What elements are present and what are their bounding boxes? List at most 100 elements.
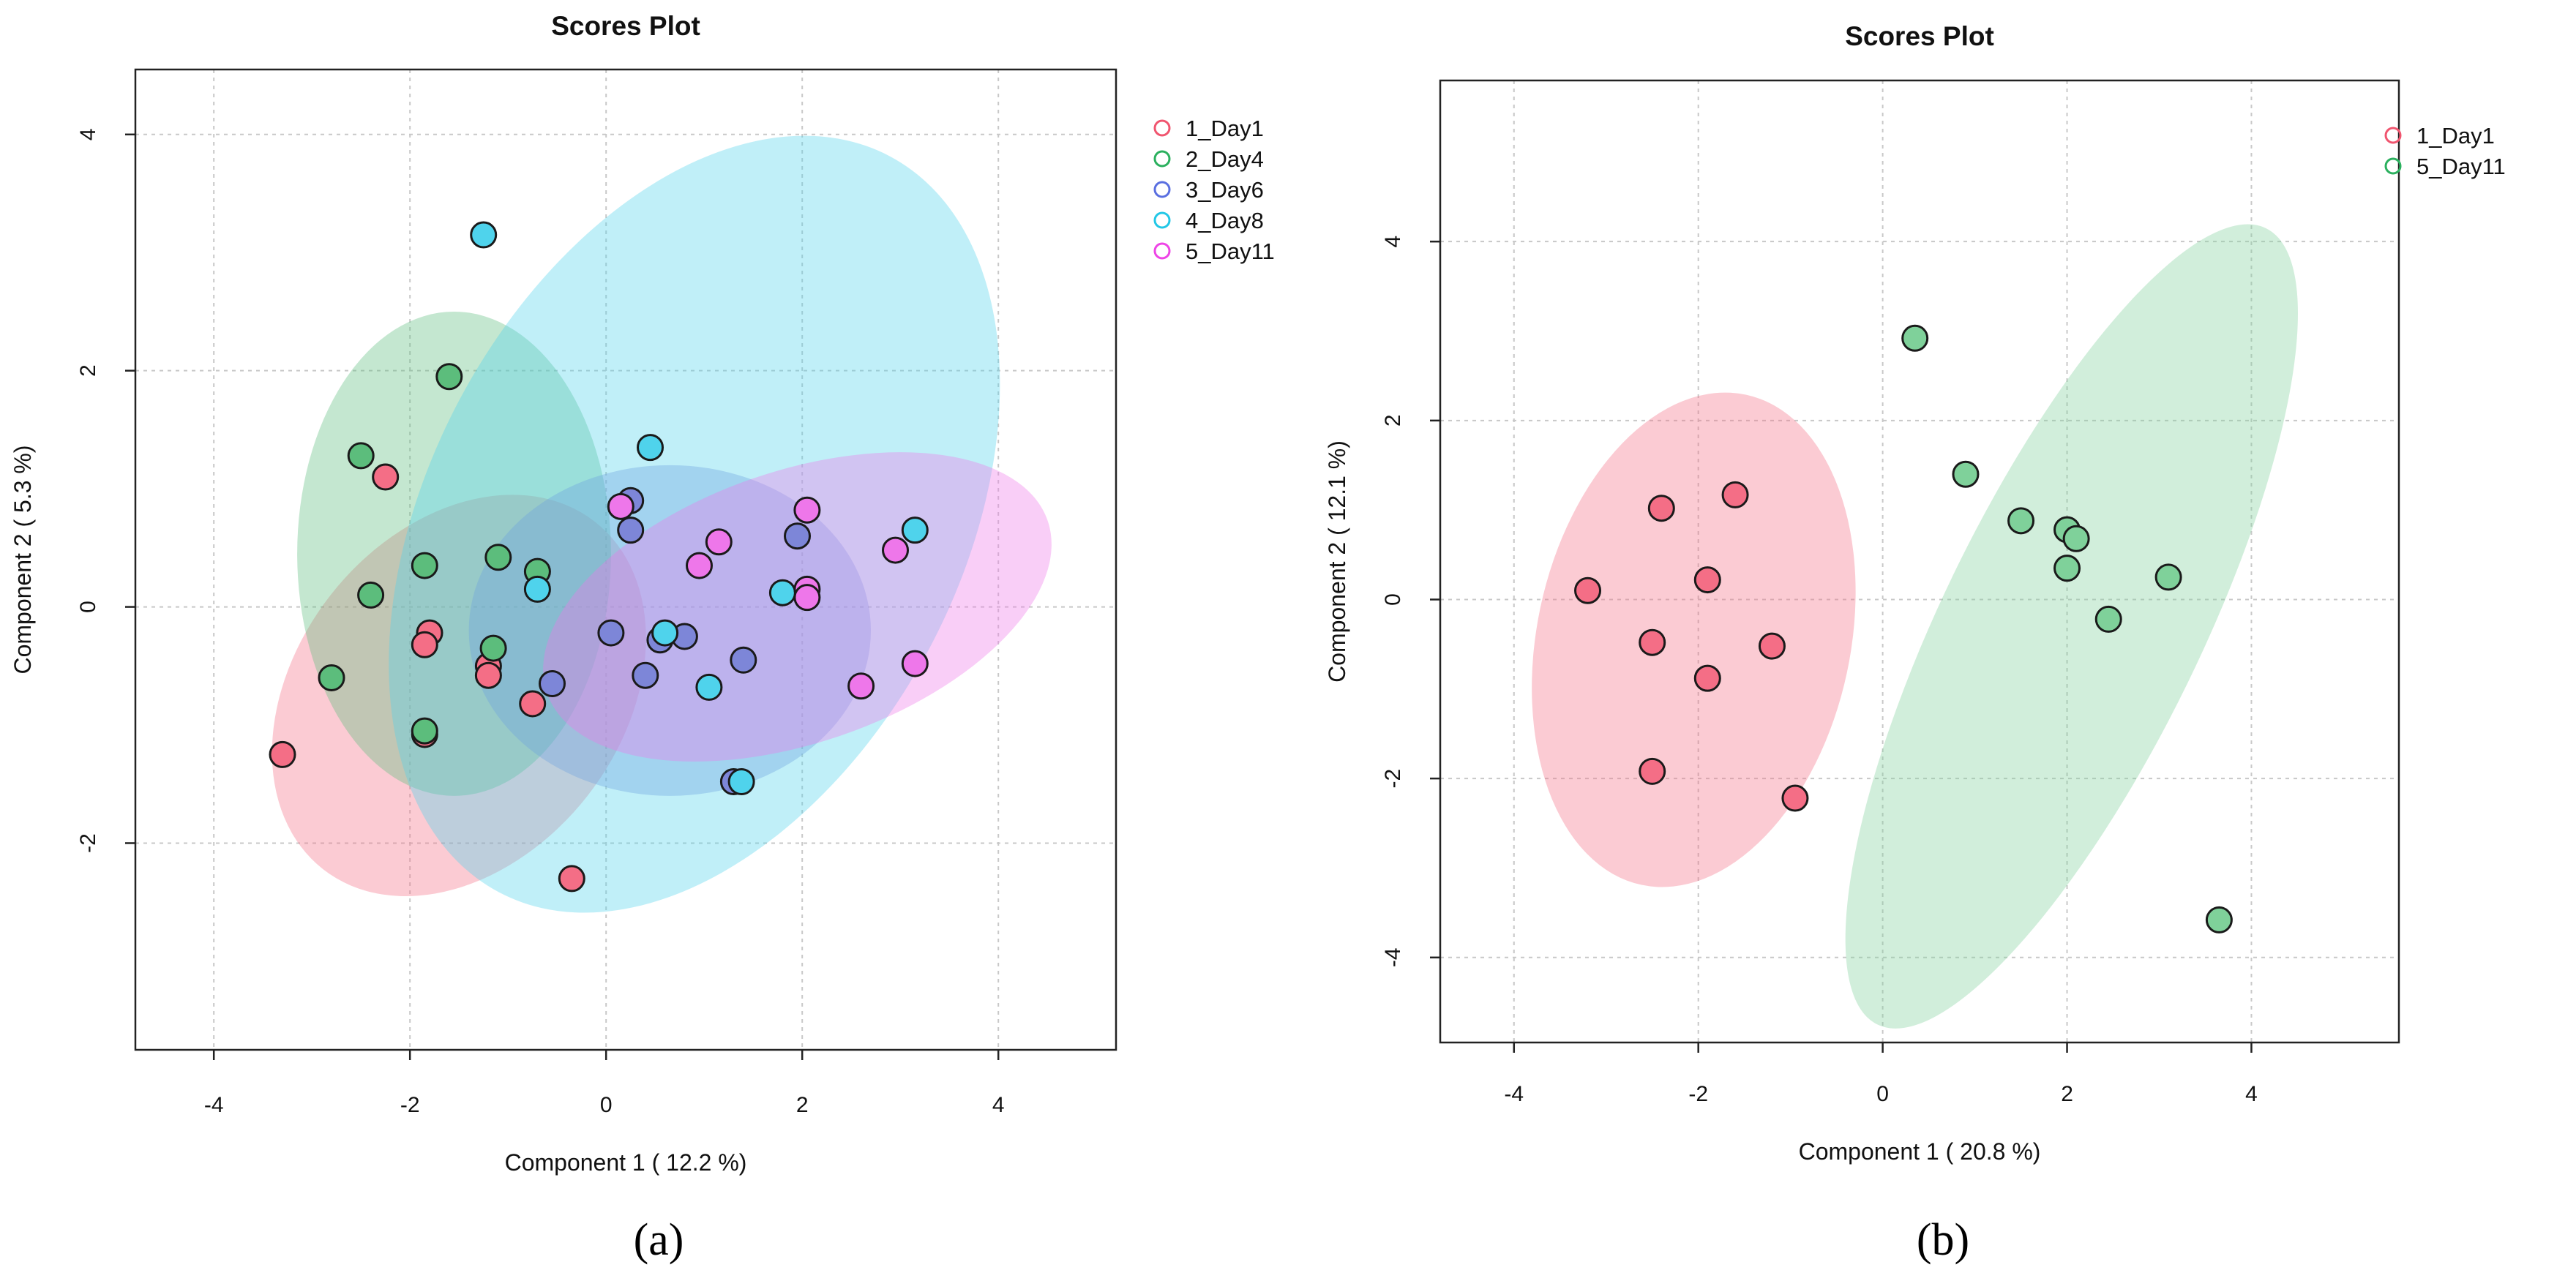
x-tick-label: -2 xyxy=(1688,1082,1708,1106)
y-tick-label: 4 xyxy=(1381,236,1405,248)
plot-frame xyxy=(134,68,1117,1051)
legend-marker-5_Day11 xyxy=(2384,157,2402,175)
x-tick-label: 4 xyxy=(992,1093,1005,1117)
point-1_Day1 xyxy=(558,865,585,893)
point-5_Day11 xyxy=(901,650,929,677)
point-1_Day1 xyxy=(1781,784,1809,812)
point-2_Day4 xyxy=(479,634,507,662)
chart-title: Scores Plot xyxy=(551,11,700,41)
legend: 1_Day1 5_Day11 xyxy=(2384,123,2506,179)
y-tick-label: 2 xyxy=(1381,414,1405,427)
gridlines xyxy=(1440,80,2399,1043)
point-3_Day6 xyxy=(632,661,659,689)
y-tick-label: -2 xyxy=(1381,769,1405,789)
legend-label: 3_Day6 xyxy=(1186,177,1264,203)
point-1_Day1 xyxy=(1693,664,1721,692)
point-1_Day1 xyxy=(372,463,400,491)
legend-label: 5_Day11 xyxy=(2416,154,2506,179)
x-axis-label: Component 1 ( 20.8 %) xyxy=(1799,1138,2041,1165)
point-1_Day1 xyxy=(411,631,438,658)
legend-label: 4_Day8 xyxy=(1186,208,1264,233)
point-5_Day11 xyxy=(793,496,821,524)
point-4_Day8 xyxy=(637,434,664,462)
y-tick-label: 0 xyxy=(1381,593,1405,606)
y-tick-label: -2 xyxy=(76,833,100,853)
point-4_Day8 xyxy=(695,673,723,701)
point-1_Day1 xyxy=(269,740,296,768)
point-5_Day11 xyxy=(1952,460,1980,488)
point-5_Day11 xyxy=(2062,525,2090,552)
point-2_Day4 xyxy=(357,581,385,609)
x-tick-label: 2 xyxy=(2061,1082,2073,1106)
point-2_Day4 xyxy=(484,544,512,571)
point-2_Day4 xyxy=(347,442,375,470)
point-5_Day11 xyxy=(686,552,713,579)
point-5_Day11 xyxy=(882,536,909,564)
confidence-ellipses xyxy=(1532,224,2298,1029)
point-3_Day6 xyxy=(539,670,566,698)
data-points xyxy=(1574,324,2233,933)
legend-label: 1_Day1 xyxy=(1186,116,1264,141)
point-4_Day8 xyxy=(901,516,929,544)
chart-title: Scores Plot xyxy=(1845,21,1994,51)
point-4_Day8 xyxy=(523,575,551,603)
point-5_Day11 xyxy=(2053,555,2081,582)
legend-label: 1_Day1 xyxy=(2416,123,2495,149)
point-2_Day4 xyxy=(318,664,345,691)
point-1_Day1 xyxy=(1639,757,1666,785)
legend-marker-4_Day8 xyxy=(1153,211,1171,229)
legend: 1_Day1 2_Day4 3_Day6 4_Day8 5_Day11 xyxy=(1153,116,1275,264)
x-tick-label: 0 xyxy=(600,1093,613,1117)
point-1_Day1 xyxy=(1693,566,1721,594)
x-tick-label: -4 xyxy=(1504,1082,1524,1106)
point-1_Day1 xyxy=(1639,628,1666,656)
point-5_Day11 xyxy=(1901,324,1929,352)
point-4_Day8 xyxy=(768,579,796,606)
y-tick-label: 2 xyxy=(76,364,100,377)
point-5_Day11 xyxy=(705,528,733,556)
ellipse-1_Day1 xyxy=(1532,392,1856,887)
point-5_Day11 xyxy=(2154,563,2182,591)
point-1_Day1 xyxy=(519,690,547,718)
ellipse-5_Day11 xyxy=(1845,224,2298,1029)
point-5_Day11 xyxy=(2007,507,2035,535)
legend-marker-1_Day1 xyxy=(1153,119,1171,137)
x-tick-label: 2 xyxy=(796,1093,809,1117)
point-5_Day11 xyxy=(607,492,634,520)
point-3_Day6 xyxy=(730,646,757,674)
point-5_Day11 xyxy=(2094,605,2122,633)
legend-label: 2_Day4 xyxy=(1186,146,1264,172)
point-3_Day6 xyxy=(617,516,645,544)
point-1_Day1 xyxy=(1574,576,1602,604)
plot-frame xyxy=(1439,79,2400,1044)
point-4_Day8 xyxy=(470,221,498,249)
legend-marker-3_Day6 xyxy=(1153,181,1171,198)
point-4_Day8 xyxy=(727,768,755,796)
legend-marker-5_Day11 xyxy=(1153,242,1171,260)
x-tick-label: -4 xyxy=(204,1093,224,1117)
y-tick-label: 0 xyxy=(76,601,100,613)
legend-marker-1_Day1 xyxy=(2384,127,2402,144)
point-1_Day1 xyxy=(1721,481,1749,508)
gridlines xyxy=(135,70,1116,1050)
data-points xyxy=(269,221,929,893)
point-1_Day1 xyxy=(1758,632,1786,660)
x-tick-label: 4 xyxy=(2245,1082,2258,1106)
legend-marker-2_Day4 xyxy=(1153,150,1171,168)
chart-panel-b: Scores Plot -4 -2 0 2 4 -4 -2 0 2 4 Component 1 ( 2… xyxy=(1324,21,2506,1265)
confidence-ellipses xyxy=(272,135,1052,913)
point-1_Day1 xyxy=(474,661,502,689)
panel-label: (b) xyxy=(1917,1215,1969,1265)
point-5_Day11 xyxy=(847,672,875,700)
legend-label: 5_Day11 xyxy=(1186,238,1275,264)
point-2_Day4 xyxy=(435,363,463,391)
panel-label: (a) xyxy=(634,1215,684,1265)
point-5_Day11 xyxy=(2205,906,2233,933)
chart-panel-a: Scores Plot -4 -2 0 2 4 -2 0 2 4 Component 1 ( 12.… xyxy=(10,11,1275,1265)
point-3_Day6 xyxy=(597,619,625,647)
point-2_Day4 xyxy=(411,717,438,745)
y-axis-label: Component 2 ( 12.1 %) xyxy=(1324,440,1350,683)
point-4_Day8 xyxy=(651,619,679,647)
